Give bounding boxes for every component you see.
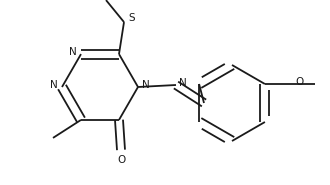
Text: O: O — [117, 155, 125, 165]
Text: N: N — [69, 47, 77, 57]
Text: N: N — [142, 80, 150, 90]
Text: S: S — [129, 13, 135, 23]
Text: N: N — [179, 78, 187, 88]
Text: N: N — [50, 80, 58, 90]
Text: O: O — [296, 77, 304, 87]
